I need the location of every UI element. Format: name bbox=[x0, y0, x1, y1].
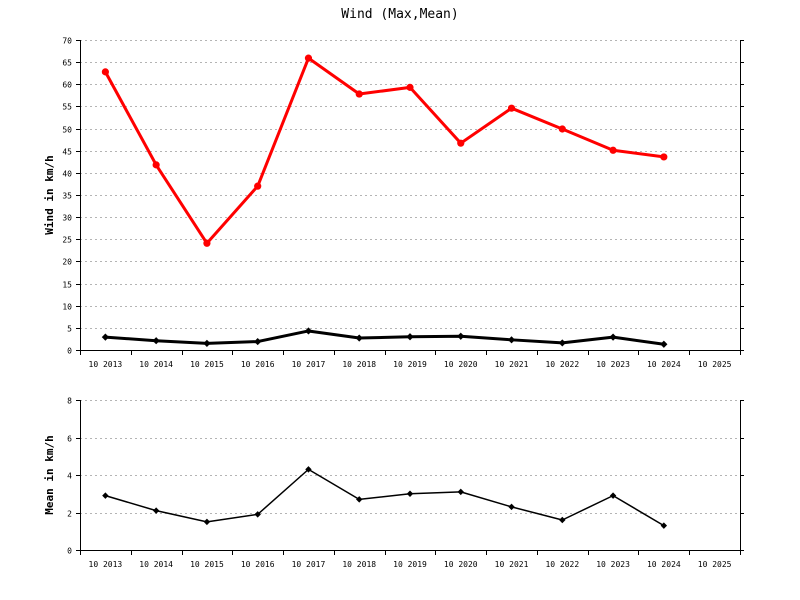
series-line bbox=[105, 329, 665, 346]
x-tick-label: 10 2022 bbox=[545, 560, 579, 569]
y-tick-label: 50 bbox=[62, 126, 72, 135]
data-point bbox=[152, 161, 160, 169]
data-point bbox=[355, 334, 363, 342]
x-tick-label: 10 2018 bbox=[342, 360, 376, 369]
x-tick-label: 10 2018 bbox=[342, 560, 376, 569]
y-axis-label: Wind in km/h bbox=[43, 155, 56, 234]
y-tick-label: 45 bbox=[62, 148, 72, 157]
data-point bbox=[558, 339, 566, 347]
series-line bbox=[104, 56, 665, 245]
series-line bbox=[105, 468, 665, 527]
data-point bbox=[305, 466, 312, 473]
x-tick-label: 10 2025 bbox=[698, 560, 732, 569]
x-tick-label: 10 2019 bbox=[393, 360, 427, 369]
x-tick-label: 10 2020 bbox=[444, 360, 478, 369]
y-tick-label: 70 bbox=[62, 37, 72, 46]
data-point bbox=[609, 492, 617, 499]
data-point bbox=[304, 54, 313, 62]
data-point bbox=[558, 125, 566, 133]
x-tick-label: 10 2019 bbox=[393, 560, 427, 569]
y-tick-label: 15 bbox=[62, 281, 72, 290]
data-point bbox=[609, 146, 617, 154]
y-tick-label: 6 bbox=[67, 435, 72, 444]
y-tick-label: 65 bbox=[62, 59, 72, 68]
data-point bbox=[660, 153, 668, 161]
data-point bbox=[254, 511, 261, 518]
data-point bbox=[660, 340, 668, 348]
data-point bbox=[101, 68, 109, 76]
max-mean-chart: 0 5 10 15 20 25 30 35 40 45 50 55 60 65 70 10 2013 10 20… bbox=[43, 37, 744, 369]
y-tick-label: 20 bbox=[62, 258, 72, 267]
y-tick-label: 2 bbox=[67, 510, 72, 519]
data-point bbox=[507, 104, 516, 112]
y-tick-label: 35 bbox=[62, 192, 72, 201]
data-point bbox=[406, 83, 414, 91]
data-point bbox=[203, 339, 211, 347]
x-tick-label: 10 2015 bbox=[190, 360, 224, 369]
data-point bbox=[101, 333, 109, 341]
x-tick-label: 10 2013 bbox=[89, 360, 123, 369]
data-point bbox=[660, 522, 668, 529]
x-tick-label: 10 2024 bbox=[647, 560, 681, 569]
x-tick-label: 10 2013 bbox=[89, 560, 123, 569]
x-tick-label: 10 2014 bbox=[139, 560, 173, 569]
x-tick-label: 10 2015 bbox=[190, 560, 224, 569]
data-point bbox=[356, 496, 363, 503]
data-point bbox=[406, 490, 414, 497]
data-point bbox=[507, 336, 516, 344]
y-tick-label: 60 bbox=[62, 81, 72, 90]
x-tick-label: 10 2016 bbox=[241, 360, 275, 369]
y-tick-label: 10 bbox=[62, 303, 72, 312]
y-tick-label: 55 bbox=[62, 103, 72, 112]
x-tick-label: 10 2021 bbox=[495, 360, 529, 369]
data-point bbox=[203, 239, 211, 247]
data-point bbox=[254, 337, 262, 346]
data-point bbox=[609, 333, 617, 341]
y-tick-label: 8 bbox=[67, 397, 72, 406]
data-point bbox=[457, 488, 464, 496]
y-tick-label: 30 bbox=[62, 214, 72, 223]
x-tick-label: 10 2014 bbox=[139, 360, 173, 369]
data-point bbox=[203, 518, 211, 526]
y-tick-label: 0 bbox=[67, 347, 72, 356]
data-point bbox=[355, 90, 363, 98]
chart-title: Wind (Max,Mean) bbox=[341, 7, 458, 22]
x-tick-label: 10 2020 bbox=[444, 560, 478, 569]
y-tick-label: 4 bbox=[67, 472, 72, 481]
data-point bbox=[508, 503, 515, 511]
x-tick-label: 10 2021 bbox=[495, 560, 529, 569]
mean-chart: 0 2 4 6 8 10 2013 10 2014 10 2015 10 2016 10 2017… bbox=[43, 397, 744, 569]
data-point bbox=[406, 333, 414, 341]
x-tick-label: 10 2017 bbox=[292, 560, 326, 569]
x-tick-label: 10 2022 bbox=[545, 360, 579, 369]
x-tick-label: 10 2025 bbox=[698, 360, 732, 369]
data-point bbox=[457, 332, 465, 340]
data-point bbox=[152, 507, 160, 514]
data-point bbox=[102, 492, 109, 499]
data-point bbox=[254, 182, 262, 190]
data-point bbox=[457, 139, 465, 147]
y-tick-label: 25 bbox=[62, 236, 72, 245]
x-tick-label: 10 2016 bbox=[241, 560, 275, 569]
data-point bbox=[559, 516, 566, 524]
data-point bbox=[304, 327, 313, 335]
x-tick-label: 10 2017 bbox=[292, 360, 326, 369]
x-tick-label: 10 2024 bbox=[647, 360, 681, 369]
y-tick-label: 5 bbox=[67, 325, 72, 334]
y-axis-label: Mean in km/h bbox=[43, 435, 56, 514]
x-tick-label: 10 2023 bbox=[596, 560, 630, 569]
x-tick-label: 10 2023 bbox=[596, 360, 630, 369]
y-tick-label: 40 bbox=[62, 170, 72, 179]
data-point bbox=[152, 337, 160, 345]
y-tick-label: 0 bbox=[67, 547, 72, 556]
